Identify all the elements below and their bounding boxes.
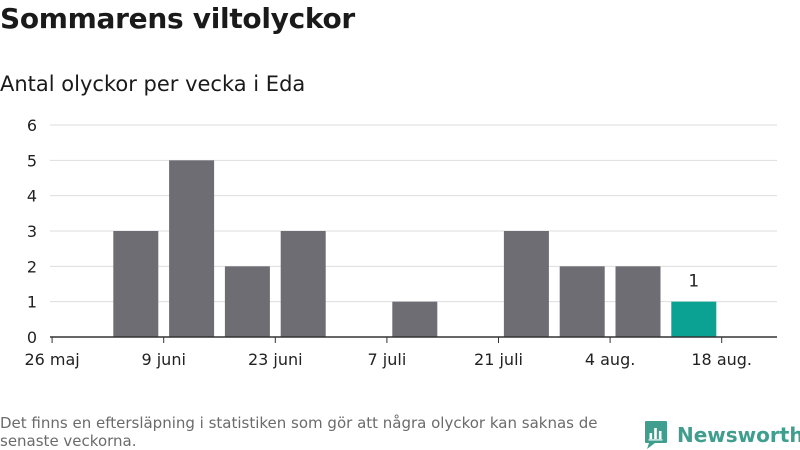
y-tick-label: 6 xyxy=(27,116,37,135)
bar xyxy=(392,301,438,337)
bar xyxy=(280,231,326,337)
x-tick-label: 21 juli xyxy=(474,350,523,369)
bars xyxy=(113,160,717,337)
chart-subtitle: Antal olyckor per vecka i Eda xyxy=(0,72,306,96)
x-tick-label: 4 aug. xyxy=(585,350,635,369)
y-axis-ticks: 0 1 2 3 4 5 6 xyxy=(27,116,37,347)
x-tick-label: 23 juni xyxy=(248,350,303,369)
bar-data-label: 1 xyxy=(688,272,699,292)
x-axis-ticks: 26 maj 9 juni 23 juni 7 juli 21 juli 4 aug. 18… xyxy=(24,337,752,369)
brand-name: Newsworthy xyxy=(677,423,800,447)
x-tick-label: 9 juni xyxy=(141,350,185,369)
bar xyxy=(113,231,159,337)
x-tick-label: 18 aug. xyxy=(691,350,752,369)
y-tick-label: 5 xyxy=(27,151,37,170)
footnote: Det finns en eftersläpning i statistiken… xyxy=(0,414,598,450)
y-tick-label: 2 xyxy=(27,257,37,276)
y-tick-label: 0 xyxy=(27,328,37,347)
y-tick-label: 4 xyxy=(27,187,37,206)
x-tick-label: 7 juli xyxy=(368,350,407,369)
bar xyxy=(169,160,215,337)
bar-highlighted xyxy=(671,301,717,337)
bar xyxy=(503,231,549,337)
bar xyxy=(224,266,270,337)
bar xyxy=(559,266,605,337)
data-labels: 1 xyxy=(688,272,699,292)
y-tick-label: 1 xyxy=(27,293,37,312)
brand: Newsworthy xyxy=(644,419,800,450)
x-tick-label: 26 maj xyxy=(24,350,79,369)
chart-title: Sommarens viltolyckor xyxy=(0,2,355,35)
y-tick-label: 3 xyxy=(27,222,37,241)
bar xyxy=(615,266,661,337)
grid-lines xyxy=(50,124,777,303)
newsworthy-logo-icon xyxy=(645,421,667,449)
